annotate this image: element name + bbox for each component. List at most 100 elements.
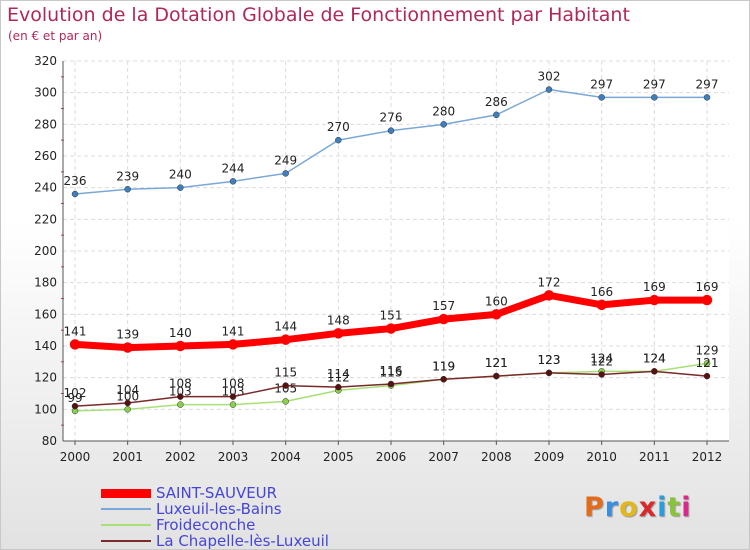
data-label: 297	[696, 77, 719, 91]
data-point	[385, 323, 397, 334]
data-label: 124	[590, 351, 613, 365]
data-label: 121	[696, 356, 719, 370]
data-point	[122, 342, 133, 353]
x-tick-label: 2006	[376, 450, 407, 464]
data-point	[543, 290, 555, 301]
data-point	[545, 369, 553, 377]
data-label: 121	[485, 356, 508, 370]
data-label: 141	[64, 324, 87, 338]
data-point	[598, 371, 605, 378]
data-point	[545, 86, 553, 93]
data-label: 239	[116, 169, 139, 183]
legend-swatch	[101, 540, 151, 542]
x-tick-label: 2012	[692, 450, 723, 464]
data-label: 144	[274, 320, 297, 334]
y-tick-label: 240	[34, 181, 57, 195]
y-tick-label: 300	[34, 86, 57, 100]
data-point	[387, 127, 395, 134]
data-label: 276	[380, 111, 403, 125]
data-label: 240	[169, 168, 192, 182]
x-tick-label: 2011	[639, 450, 670, 464]
data-point	[175, 340, 186, 352]
data-label: 151	[380, 309, 403, 323]
x-tick-label: 2009	[534, 450, 565, 464]
x-tick-label: 2010	[586, 450, 617, 464]
data-point	[493, 111, 500, 119]
data-point	[280, 334, 291, 345]
data-label: 104	[116, 383, 139, 397]
data-label: 148	[327, 313, 350, 327]
data-label: 121	[485, 356, 508, 370]
data-label: 157	[432, 299, 455, 313]
x-tick-label: 2004	[270, 450, 301, 464]
y-tick-label: 140	[34, 339, 57, 353]
data-label: 140	[169, 326, 192, 340]
data-label: 115	[274, 366, 297, 380]
data-label: 297	[643, 77, 666, 91]
data-point	[229, 178, 237, 185]
data-point	[333, 328, 344, 339]
y-tick-label: 320	[34, 54, 57, 68]
legend-label: Froideconche	[156, 516, 256, 534]
data-label: 236	[64, 174, 87, 188]
data-point	[282, 398, 289, 405]
data-label: 141	[222, 324, 245, 338]
y-tick-label: 180	[34, 276, 57, 290]
data-label: 103	[169, 385, 192, 399]
x-tick-label: 2008	[481, 450, 512, 464]
data-point	[440, 376, 447, 383]
data-point	[282, 170, 289, 177]
data-point	[71, 402, 79, 410]
data-point	[598, 94, 605, 101]
data-label: 123	[538, 353, 561, 367]
data-point	[229, 393, 237, 400]
data-point	[649, 294, 660, 306]
data-point	[124, 186, 131, 193]
y-tick-label: 200	[34, 244, 57, 258]
y-tick-label: 160	[34, 307, 57, 321]
chart-title: Evolution de la Dotation Globale de Fonc…	[7, 4, 630, 26]
data-label: 124	[643, 351, 666, 365]
data-point	[177, 393, 184, 400]
data-point	[177, 184, 184, 191]
data-label: 129	[696, 343, 719, 357]
data-label: 124	[643, 351, 666, 365]
data-label: 112	[327, 370, 350, 384]
data-point	[335, 136, 342, 144]
data-point	[177, 401, 184, 408]
data-label: 114	[327, 367, 350, 381]
data-point	[335, 383, 342, 391]
legend-swatch	[101, 508, 151, 510]
x-tick-label: 2001	[112, 450, 143, 464]
data-point	[71, 190, 79, 198]
data-label: 123	[538, 353, 561, 367]
data-point	[438, 313, 449, 325]
data-label: 108	[222, 377, 245, 391]
data-label: 166	[590, 285, 613, 299]
data-label: 115	[380, 366, 403, 380]
chart-subtitle: (en € et par an)	[8, 29, 103, 43]
data-point	[701, 294, 713, 306]
data-label: 122	[590, 355, 613, 369]
legend-label: Luxeuil-les-Bains	[156, 500, 282, 518]
data-point	[387, 380, 395, 388]
data-point	[651, 94, 658, 101]
legend-label: La Chapelle-lès-Luxeuil	[156, 532, 329, 550]
x-tick-label: 2005	[323, 450, 354, 464]
data-label: 119	[432, 359, 455, 373]
data-point	[703, 94, 711, 101]
data-point	[493, 372, 500, 380]
data-label: 280	[432, 104, 455, 118]
data-label: 119	[432, 359, 455, 373]
data-label: 172	[538, 275, 561, 289]
data-point	[703, 372, 711, 380]
data-label: 249	[274, 153, 297, 167]
data-label: 102	[64, 386, 87, 400]
data-label: 116	[380, 364, 403, 378]
data-point	[124, 406, 131, 413]
data-label: 244	[222, 161, 245, 175]
x-tick-label: 2000	[60, 450, 91, 464]
legend-swatch	[101, 524, 151, 526]
